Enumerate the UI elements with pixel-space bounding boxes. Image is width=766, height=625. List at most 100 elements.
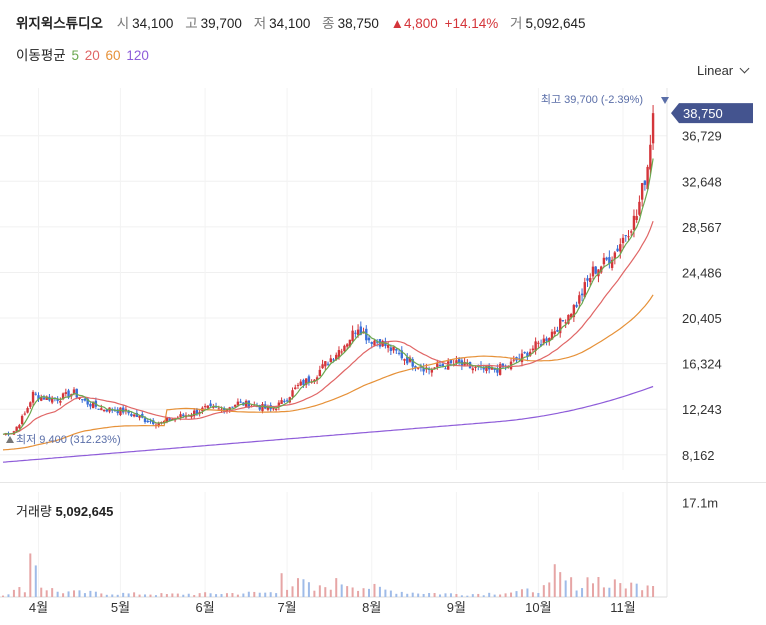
candle-body bbox=[86, 398, 89, 405]
candle-body bbox=[105, 409, 108, 412]
candle-body bbox=[542, 338, 546, 344]
candle-body bbox=[280, 400, 283, 404]
candle-body bbox=[466, 363, 469, 365]
volume-bar bbox=[624, 588, 627, 597]
candle-body bbox=[50, 397, 54, 403]
candle-body bbox=[291, 390, 294, 397]
stock-header: 위지윅스튜디오 시 34,100 고 39,700 저 34,100 종 38,750 … bbox=[16, 12, 594, 32]
volume-bar bbox=[602, 587, 605, 597]
ma-legend-label: 이동평균 bbox=[16, 48, 66, 63]
scale-dropdown[interactable]: Linear bbox=[697, 63, 750, 78]
candle-body bbox=[496, 368, 499, 373]
volume-bar bbox=[652, 585, 655, 597]
volume-bar bbox=[564, 580, 567, 597]
candle-body bbox=[261, 404, 264, 412]
volume-label: 거 bbox=[510, 16, 523, 31]
candle-body bbox=[318, 369, 322, 377]
ma60-line bbox=[2, 294, 654, 451]
candle-body bbox=[561, 320, 565, 322]
candle-body bbox=[203, 406, 207, 408]
candle-body bbox=[397, 352, 401, 354]
volume-bar bbox=[439, 594, 442, 597]
ma60-label: 60 bbox=[105, 48, 121, 63]
volume-bar bbox=[570, 577, 573, 597]
volume-panel-label: 거래량 5,092,645 bbox=[16, 501, 113, 520]
candle-body bbox=[329, 358, 332, 363]
candle-body bbox=[550, 331, 554, 340]
candle-body bbox=[45, 396, 48, 400]
candle-body bbox=[498, 364, 502, 375]
candle-body bbox=[176, 417, 180, 419]
candle-body bbox=[619, 244, 622, 252]
candle-body bbox=[537, 342, 540, 344]
candle-body bbox=[567, 314, 570, 324]
volume-bar bbox=[318, 585, 321, 597]
volume-bar bbox=[280, 573, 283, 597]
candle-body bbox=[217, 408, 220, 410]
volume-bar bbox=[340, 584, 343, 597]
candle-body bbox=[389, 347, 393, 351]
volume-bar bbox=[646, 585, 649, 597]
moving-average-legend[interactable]: 이동평균 5 20 60 120 bbox=[16, 44, 151, 64]
volume-bar bbox=[160, 593, 163, 597]
candle-body bbox=[23, 413, 27, 415]
candle-body bbox=[20, 415, 24, 424]
candle-body bbox=[299, 381, 302, 386]
candle-body bbox=[586, 278, 589, 281]
volume-bar bbox=[225, 593, 228, 597]
candle-body bbox=[416, 367, 420, 369]
y-tick-label: 20,405 bbox=[682, 311, 722, 326]
volume-bar bbox=[2, 595, 4, 597]
candle-body bbox=[523, 352, 526, 354]
volume-bar bbox=[389, 590, 392, 597]
candle-body bbox=[321, 364, 324, 369]
candle-body bbox=[277, 402, 281, 408]
volume-bar bbox=[198, 593, 201, 597]
volume-bar bbox=[242, 593, 245, 597]
candle-body bbox=[400, 350, 403, 359]
candle-body bbox=[29, 402, 32, 407]
candle-body bbox=[75, 388, 78, 398]
candle-body bbox=[433, 367, 436, 369]
ma20-label: 20 bbox=[84, 48, 100, 63]
volume-bar bbox=[122, 592, 125, 597]
volume-bar bbox=[302, 579, 305, 597]
high-label: 고 bbox=[185, 16, 198, 31]
x-tick-label: 11월 bbox=[610, 600, 635, 615]
volume-bar bbox=[581, 588, 584, 597]
candle-body bbox=[594, 266, 597, 274]
candle-body bbox=[283, 400, 286, 402]
volume-bar bbox=[613, 579, 616, 597]
volume-bar bbox=[296, 578, 299, 597]
candle-body bbox=[485, 365, 488, 371]
candle-body bbox=[121, 407, 125, 413]
candle-body bbox=[365, 328, 368, 341]
volume-bar bbox=[34, 565, 37, 597]
volume-bar bbox=[406, 593, 409, 597]
max-price-label: 최고 39,700 (-2.39%) bbox=[541, 93, 643, 106]
min-price-label: 최저 9,400 (312.23%) bbox=[16, 433, 121, 446]
candle-body bbox=[223, 408, 226, 412]
candle-body bbox=[370, 342, 373, 344]
volume-bar bbox=[460, 595, 463, 597]
volume-bar bbox=[329, 589, 332, 597]
candle-body bbox=[67, 390, 70, 398]
candle-body bbox=[569, 313, 573, 318]
candle-body bbox=[376, 341, 379, 343]
open-value: 34,100 bbox=[132, 16, 174, 31]
candle-body bbox=[157, 423, 160, 427]
candle-body bbox=[225, 408, 229, 412]
candle-body bbox=[468, 362, 472, 369]
candle-body bbox=[501, 363, 505, 368]
candle-body bbox=[436, 363, 439, 368]
candle-body bbox=[239, 401, 242, 403]
candle-body bbox=[640, 183, 644, 200]
candle-body bbox=[457, 358, 461, 364]
candle-body bbox=[100, 408, 103, 411]
candle-body bbox=[583, 282, 586, 298]
candle-body bbox=[438, 365, 442, 367]
candle-body bbox=[345, 344, 349, 347]
candle-body bbox=[534, 341, 537, 351]
candle-body bbox=[580, 293, 584, 296]
